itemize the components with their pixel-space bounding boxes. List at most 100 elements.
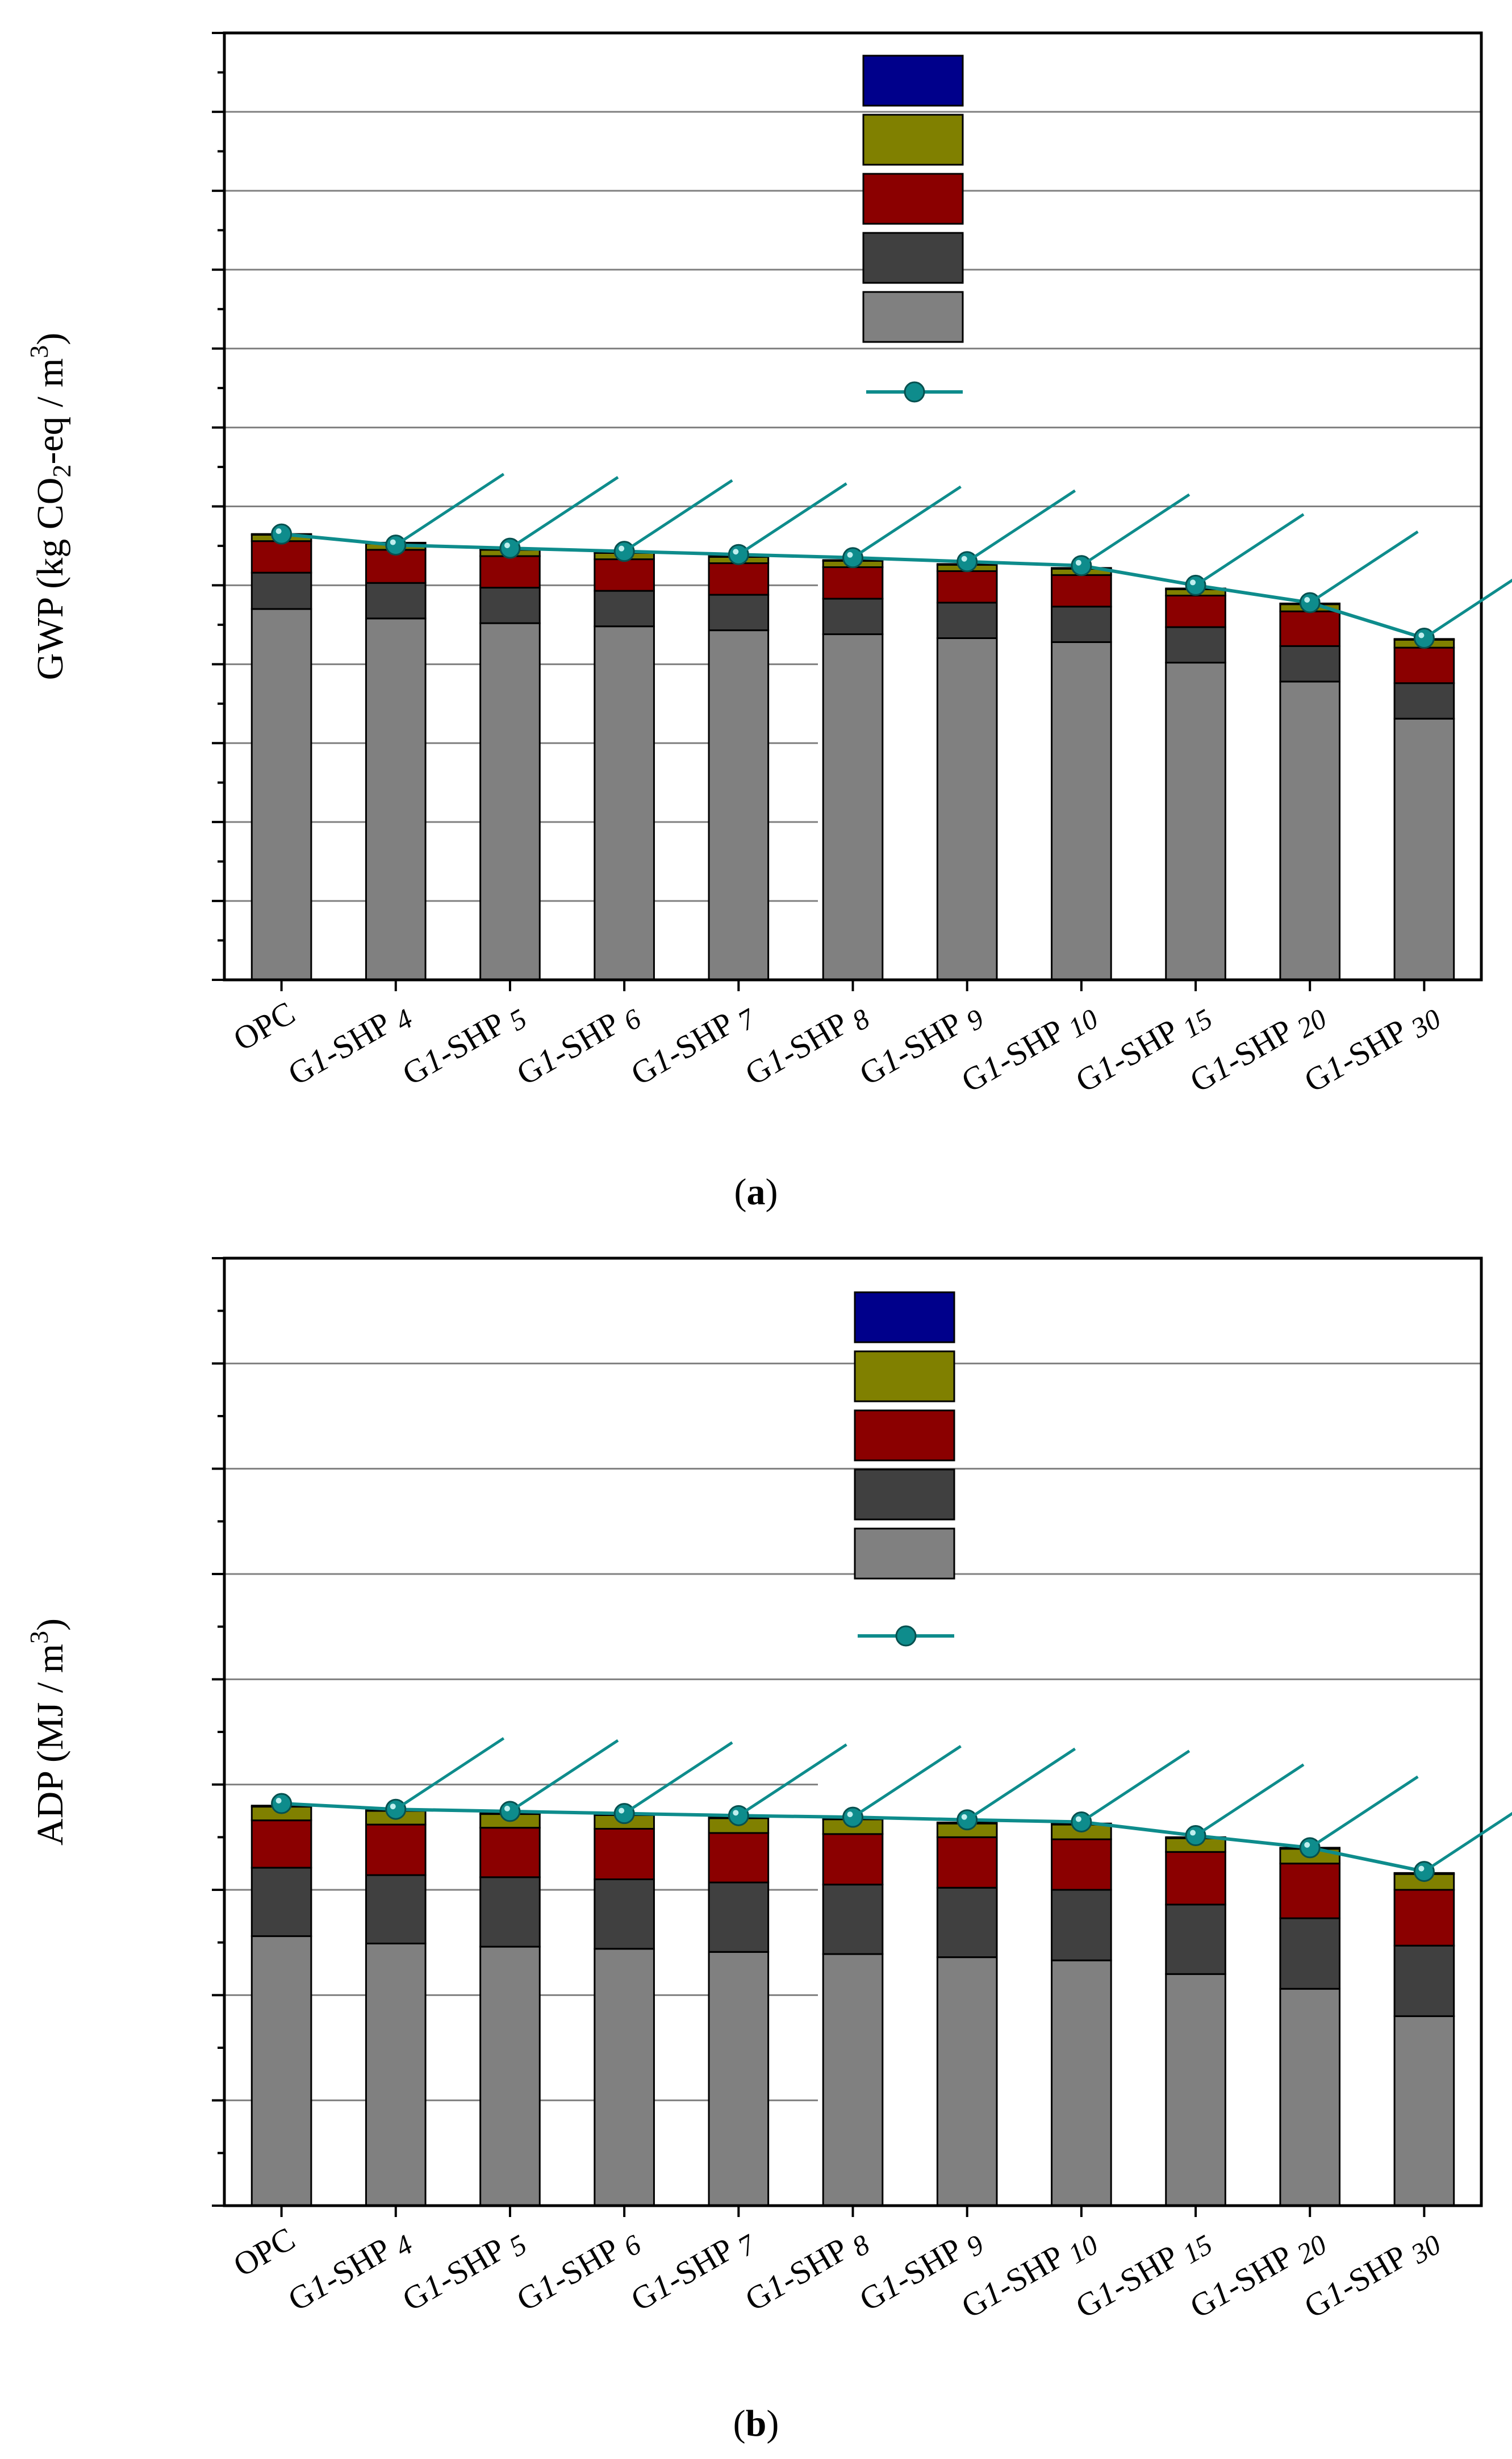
- x-tick-label: G1-SHP 6: [511, 994, 646, 1096]
- bar-portland-cement: [822, 633, 884, 981]
- bar-portland-cement: [1051, 1959, 1112, 2207]
- bar-electricity: [708, 1832, 770, 1884]
- bar-sand: [365, 582, 427, 620]
- bar-portland-cement: [365, 1943, 427, 2207]
- legend-swatch: [854, 1291, 955, 1343]
- reduction-leader-line: [395, 1737, 505, 1811]
- legend-swatch: [854, 1527, 955, 1580]
- bar-electricity: [822, 1833, 884, 1886]
- bar-sand: [936, 602, 998, 639]
- panel-label: (b): [733, 2403, 779, 2444]
- legend-reduction-marker: [895, 1625, 917, 1647]
- reduction-leader-line: [852, 1745, 962, 1819]
- reduction-point-highlight: [619, 545, 625, 552]
- reduction-leader-line: [1423, 578, 1512, 640]
- bar-sand: [1279, 645, 1341, 683]
- reduction-leader-line: [737, 1743, 847, 1817]
- x-tick-label: G1-SHP 5: [396, 2220, 532, 2322]
- legend-swatch: [862, 55, 964, 107]
- reduction-point-highlight: [619, 1807, 625, 1814]
- reduction-point-highlight: [504, 542, 510, 549]
- bar-electricity: [479, 1827, 541, 1878]
- reduction-point-highlight: [733, 549, 739, 555]
- bar-portland-cement: [1051, 641, 1112, 981]
- bar-sand: [1165, 626, 1226, 664]
- reduction-point-highlight: [504, 1805, 510, 1811]
- bar-electricity: [479, 555, 541, 589]
- bar-portland-cement: [250, 1935, 312, 2207]
- reduction-point-highlight: [961, 556, 967, 562]
- x-tick-label: G1-SHP 5: [396, 994, 532, 1096]
- bar-electricity: [1393, 1889, 1455, 1947]
- bar-portland-cement: [1165, 1973, 1226, 2207]
- x-tick-label: G1-SHP 7: [625, 993, 762, 1096]
- reduction-leader-line: [395, 473, 505, 546]
- bar-sand: [822, 1884, 884, 1955]
- reduction-point-highlight: [1075, 560, 1081, 566]
- bar-electricity: [822, 566, 884, 600]
- bar-sand: [250, 571, 312, 610]
- x-tick-label: OPC: [227, 2220, 301, 2284]
- x-tick-label: G1-SHP 6: [511, 2220, 646, 2322]
- bar-electricity: [250, 1819, 312, 1869]
- x-tick-label: G1-SHP 8: [739, 2220, 875, 2322]
- bar-electricity: [365, 1823, 427, 1876]
- bar-sand: [708, 594, 770, 632]
- bar-portland-cement: [1279, 1988, 1341, 2207]
- bar-sand: [479, 587, 541, 624]
- reduction-leader-line: [1194, 1763, 1305, 1837]
- bar-electricity: [936, 1836, 998, 1889]
- reduction-leader-line: [1080, 493, 1191, 567]
- bar-portland-cement: [1393, 717, 1455, 981]
- reduction-leader-line: [509, 476, 619, 550]
- bar-portland-cement: [1165, 662, 1226, 981]
- y-axis-label: ADP (MJ / m3): [24, 1618, 71, 1846]
- x-tick-label: OPC: [227, 994, 301, 1058]
- bar-sand: [1393, 1944, 1455, 2017]
- bar-electricity: [594, 558, 655, 592]
- bar-portland-cement: [479, 1946, 541, 2207]
- bar-portland-cement: [365, 617, 427, 981]
- bar-portland-cement: [250, 608, 312, 981]
- reduction-point-highlight: [1304, 596, 1310, 603]
- bar-electricity: [936, 570, 998, 604]
- bar-sand: [1165, 1903, 1226, 1975]
- bar-portland-cement: [936, 637, 998, 981]
- bar-portland-cement: [708, 629, 770, 981]
- reduction-point: [271, 1793, 293, 1814]
- reduction-point-highlight: [1190, 579, 1196, 586]
- reduction-point-highlight: [1418, 632, 1425, 638]
- bar-sand: [936, 1886, 998, 1959]
- legend-swatch: [854, 1468, 955, 1521]
- bar-sand: [1393, 682, 1455, 720]
- x-tick-label: G1-SHP 4: [282, 994, 417, 1096]
- reduction-point: [271, 523, 293, 545]
- bar-electricity: [1051, 1838, 1112, 1891]
- bar-portland-cement: [479, 622, 541, 981]
- reduction-point-highlight: [961, 1814, 967, 1820]
- reduction-point-highlight: [847, 1811, 853, 1818]
- bar-sand: [594, 590, 655, 628]
- bar-electricity: [1165, 1851, 1226, 1906]
- reduction-leader-line: [509, 1739, 619, 1813]
- reduction-point-highlight: [390, 1803, 396, 1810]
- bar-sand: [1279, 1917, 1341, 1990]
- bar-portland-cement: [594, 1948, 655, 2207]
- reduction-leader-line: [966, 489, 1076, 563]
- reduction-leader-line: [623, 479, 733, 553]
- reduction-point-highlight: [275, 528, 282, 535]
- legend-swatch: [862, 291, 964, 343]
- bar-sand: [822, 598, 884, 636]
- reduction-leader-line: [1309, 530, 1419, 604]
- reduction-point-highlight: [1075, 1816, 1081, 1822]
- bar-sand: [1051, 1889, 1112, 1961]
- bar-electricity: [1279, 610, 1341, 647]
- reduction-point-highlight: [847, 552, 853, 558]
- reduction-point-highlight: [733, 1810, 739, 1816]
- bar-electricity: [1279, 1863, 1341, 1919]
- x-tick-label: G1-SHP 8: [739, 994, 875, 1096]
- bar-sand: [250, 1867, 312, 1938]
